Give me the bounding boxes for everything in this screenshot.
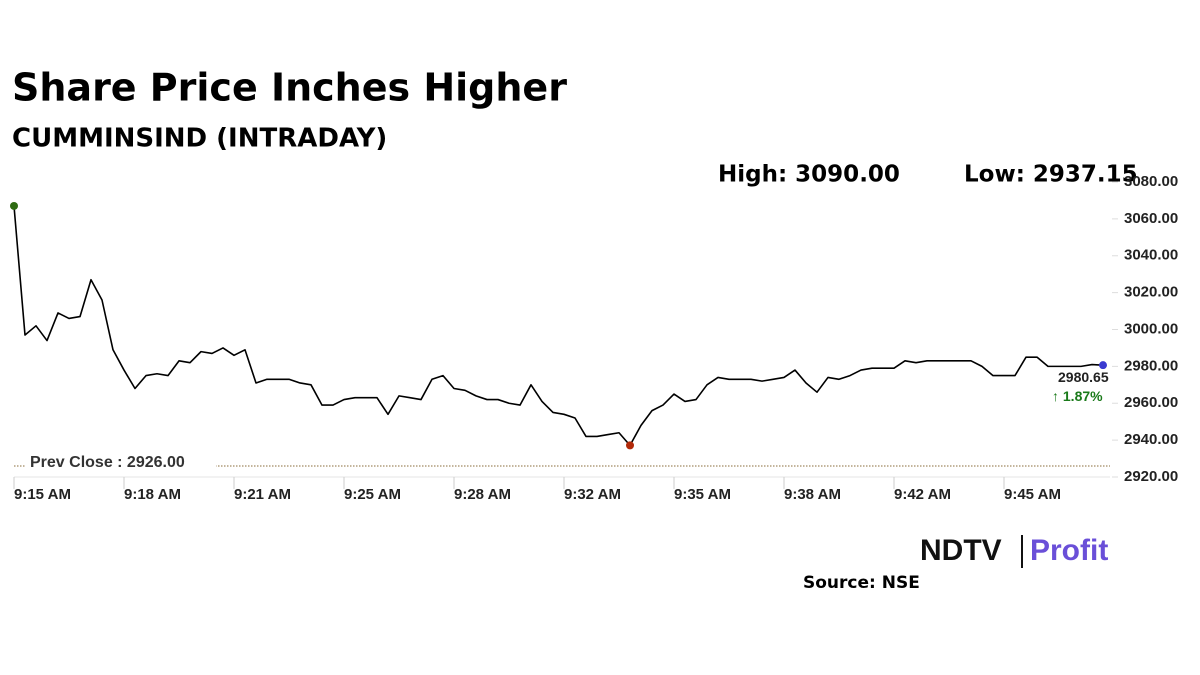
price-line	[13, 205, 1104, 447]
x-tick-label: 9:45 AM	[1004, 486, 1061, 503]
y-tick-label: 3060.00	[1124, 210, 1178, 227]
last-price-bg	[1050, 369, 1110, 406]
x-tick-label: 9:15 AM	[14, 486, 71, 503]
marker-start	[10, 201, 18, 210]
x-tick-label: 9:21 AM	[234, 486, 291, 503]
y-tick-label: 3040.00	[1124, 247, 1178, 264]
low-label: Low: 2937.15	[964, 162, 1138, 188]
y-tick-label: 2960.00	[1124, 394, 1178, 411]
marker-low	[626, 441, 634, 450]
x-tick-label: 9:38 AM	[784, 486, 841, 503]
y-tick-label: 2980.00	[1124, 357, 1178, 374]
change-label: ↑ 1.87%	[1052, 388, 1103, 404]
y-tick-label: 3020.00	[1124, 284, 1178, 301]
x-tick-label: 9:25 AM	[344, 486, 401, 503]
chart-subtitle: CUMMINSIND (INTRADAY)	[12, 124, 387, 154]
y-tick-label: 2940.00	[1124, 431, 1178, 448]
marker-end	[1099, 361, 1107, 370]
logo-profit: Profit	[1030, 534, 1108, 567]
y-tick-label: 3000.00	[1124, 320, 1178, 337]
y-tick-label: 2920.00	[1124, 468, 1178, 485]
last-price-label: 2980.65	[1058, 369, 1109, 385]
prev-close-bg	[26, 452, 216, 472]
prev-close-label: Prev Close : 2926.00	[30, 454, 185, 471]
x-tick-label: 9:18 AM	[124, 486, 181, 503]
chart-title: Share Price Inches Higher	[12, 66, 567, 110]
x-tick-label: 9:32 AM	[564, 486, 621, 503]
x-tick-label: 9:28 AM	[454, 486, 511, 503]
x-tick-label: 9:35 AM	[674, 486, 731, 503]
x-tick-label: 9:42 AM	[894, 486, 951, 503]
high-label: High: 3090.00	[718, 162, 900, 188]
source: Source: NSE	[803, 573, 920, 593]
y-tick-label: 3080.00	[1124, 173, 1178, 190]
logo-ndtv: NDTV	[920, 534, 1002, 567]
